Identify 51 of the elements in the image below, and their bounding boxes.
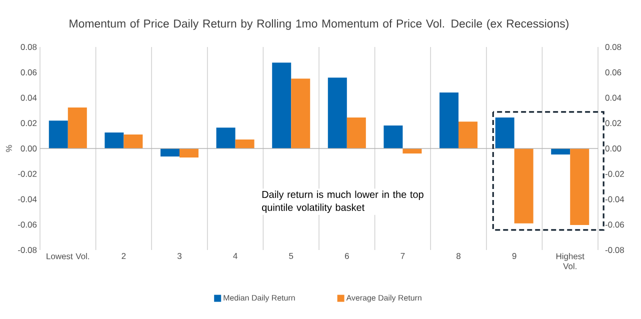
y2-tick-label: -0.04 <box>605 196 624 202</box>
annotation: Daily return is much lower in the top quintile volatility basket <box>262 190 424 213</box>
bar <box>440 92 459 148</box>
bar <box>216 128 236 148</box>
x-tick-label: 4 <box>233 253 238 259</box>
y2-tick-label: 0.08 <box>605 44 622 50</box>
y2-tick-label: -0.08 <box>605 247 624 253</box>
y-axis-title: % <box>6 145 12 152</box>
y2-tick-label: -0.06 <box>605 222 624 228</box>
x-tick-label: 3 <box>177 253 182 260</box>
bar <box>235 139 254 148</box>
y-tick-label: 0.04 <box>20 94 37 101</box>
y2-tick-label: -0.02 <box>605 170 624 177</box>
y2-tick-label: 0.02 <box>605 120 622 126</box>
x-tick-label: 6 <box>344 253 349 260</box>
bar <box>180 148 198 158</box>
x-tick-label: 7 <box>400 253 405 259</box>
x-tick-label: 8 <box>456 253 460 260</box>
bar <box>291 78 310 148</box>
bar <box>160 148 180 156</box>
bar <box>551 148 570 154</box>
bar <box>458 122 478 148</box>
y-tick-label: -0.08 <box>18 247 37 253</box>
x-tick-label: 2 <box>122 253 126 259</box>
bar <box>570 148 590 226</box>
x-tick-label: 9 <box>512 253 516 260</box>
bar <box>272 62 292 148</box>
x-tick-label: 5 <box>289 253 294 259</box>
bar <box>402 148 422 154</box>
chart-title: Momentum of Price Daily Return by Rolling 1mo Momentum of Price Vol. Decile (ex Recessions) <box>70 19 568 30</box>
bar <box>124 134 143 148</box>
bar <box>104 132 124 148</box>
bar <box>514 148 534 224</box>
y-tick-label: 0.02 <box>20 120 37 126</box>
y-tick-label: -0.04 <box>18 196 37 202</box>
x-tick-label: Lowest Vol. <box>46 253 90 260</box>
y-tick-label: 0.00 <box>20 146 37 152</box>
bar <box>495 118 514 148</box>
y-tick-label: -0.02 <box>18 170 37 177</box>
bar <box>346 118 366 148</box>
y2-tick-label: 0.04 <box>605 94 622 101</box>
y2-tick-label: 0.00 <box>605 146 622 152</box>
bar <box>328 78 347 148</box>
y-tick-label: 0.08 <box>20 44 37 50</box>
y2-tick-label: 0.06 <box>605 69 622 76</box>
x-tick-label: Highest Vol. <box>556 253 584 270</box>
bar <box>384 126 403 148</box>
bar <box>48 120 68 148</box>
y-tick-label: -0.06 <box>18 222 37 228</box>
bar <box>68 108 87 148</box>
y-tick-label: 0.06 <box>20 69 37 76</box>
